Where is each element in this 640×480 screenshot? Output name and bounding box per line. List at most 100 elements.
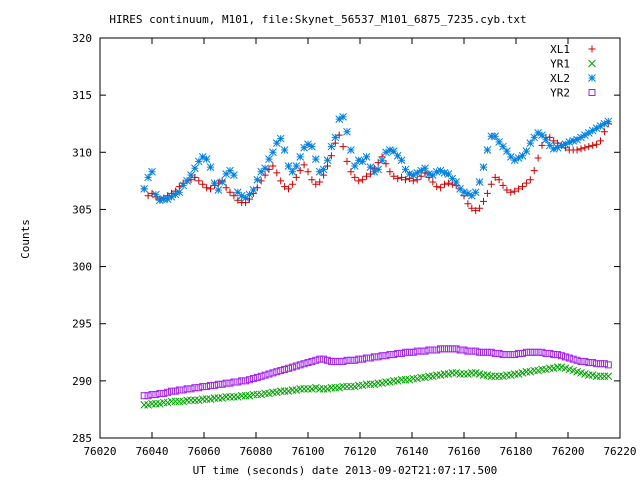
xl2-point bbox=[565, 138, 574, 146]
yr2-point bbox=[331, 357, 339, 365]
yr1-point bbox=[249, 390, 258, 399]
xl1-point bbox=[261, 171, 269, 179]
xl1-point bbox=[335, 131, 343, 139]
legend-label-xl2: XL2 bbox=[550, 72, 570, 85]
xl2-point bbox=[553, 143, 562, 152]
yr2-point bbox=[335, 357, 343, 365]
xl1-point bbox=[222, 184, 230, 192]
y-tick-label: 290 bbox=[72, 375, 92, 388]
yr2-point bbox=[140, 392, 148, 400]
xl2-point bbox=[214, 186, 223, 194]
xl1-point bbox=[339, 143, 347, 151]
xl2-point bbox=[393, 151, 402, 160]
yr2-point bbox=[179, 386, 187, 394]
xl2-point bbox=[194, 157, 203, 166]
xl2-point bbox=[327, 142, 336, 151]
yr1-point bbox=[467, 369, 476, 377]
yr2-point bbox=[343, 356, 351, 364]
xl2-point bbox=[592, 124, 601, 133]
yr1-point bbox=[538, 365, 546, 374]
xl1-point bbox=[495, 176, 503, 184]
xl1-point bbox=[437, 184, 445, 192]
yr2-point bbox=[316, 355, 324, 363]
xl2-point bbox=[467, 191, 476, 200]
xl2-point bbox=[503, 147, 511, 155]
x-tick-label: 76020 bbox=[83, 445, 116, 458]
xl2-point bbox=[280, 146, 289, 154]
yr2-point bbox=[238, 377, 246, 385]
yr1-point bbox=[389, 377, 398, 385]
xl2-point bbox=[413, 169, 422, 177]
yr1-point bbox=[460, 370, 468, 378]
xl2-point bbox=[452, 178, 461, 186]
xl2-point bbox=[144, 173, 152, 182]
yr1-point bbox=[300, 385, 308, 393]
yr1-point bbox=[425, 372, 433, 381]
yr1-point bbox=[159, 398, 168, 407]
yr2-point bbox=[472, 347, 480, 355]
xl2-point bbox=[155, 196, 164, 205]
yr2-point bbox=[300, 360, 308, 368]
yr2-point bbox=[581, 357, 589, 365]
yr2-point bbox=[585, 359, 593, 367]
xl2-point bbox=[542, 135, 550, 144]
xl2-point bbox=[249, 186, 258, 194]
xl1-point bbox=[491, 173, 499, 181]
yr2-point bbox=[261, 371, 269, 379]
yr2-point bbox=[324, 356, 331, 364]
y-tick-label: 295 bbox=[72, 318, 92, 331]
xl2-point bbox=[171, 190, 180, 199]
yr2-point bbox=[222, 379, 230, 387]
yr2-point bbox=[394, 349, 402, 357]
xl2-point bbox=[386, 146, 394, 154]
xl1-point bbox=[441, 180, 448, 188]
xl1-point bbox=[390, 172, 398, 180]
yr2-point bbox=[288, 363, 296, 371]
xl2-point bbox=[460, 188, 468, 197]
yr2-point bbox=[487, 348, 495, 356]
xl1-point bbox=[386, 168, 394, 176]
xl2-point bbox=[464, 189, 472, 198]
yr2-point bbox=[499, 351, 507, 359]
xl2-point bbox=[311, 155, 320, 163]
yr2-point bbox=[522, 348, 530, 356]
yr2-point bbox=[253, 373, 261, 381]
xl1-point bbox=[472, 207, 480, 215]
yr1-point bbox=[401, 375, 410, 384]
xl1-point bbox=[522, 179, 530, 187]
xl2-point bbox=[561, 140, 570, 149]
xl2-point bbox=[167, 193, 176, 201]
xl2-point bbox=[191, 164, 199, 173]
xl2-point bbox=[350, 162, 359, 170]
xl2-point bbox=[183, 177, 191, 185]
xl2-point bbox=[366, 163, 375, 171]
legend-marker-xl2 bbox=[588, 74, 596, 82]
xl2-point bbox=[432, 167, 441, 176]
xl1-point bbox=[288, 180, 296, 188]
x-tick-label: 76060 bbox=[187, 445, 220, 458]
yr2-point bbox=[144, 392, 152, 400]
xl2-point bbox=[159, 195, 168, 203]
yr2-point bbox=[355, 355, 363, 363]
yr2-point bbox=[593, 360, 601, 368]
xl1-point bbox=[476, 204, 484, 212]
yr2-point bbox=[156, 389, 164, 397]
yr2-point bbox=[515, 349, 523, 357]
yr2-point bbox=[604, 361, 612, 369]
yr1-point bbox=[315, 385, 324, 393]
yr2-point bbox=[363, 354, 370, 362]
yr1-point bbox=[280, 387, 289, 395]
xl2-point bbox=[358, 157, 367, 166]
x-axis-label: UT time (seconds) date 2013-09-02T21:07:… bbox=[193, 464, 498, 477]
yr2-point bbox=[199, 383, 207, 391]
xl2-point bbox=[175, 188, 184, 197]
yr2-point bbox=[312, 356, 320, 364]
xl1-point bbox=[191, 173, 199, 181]
xl2-point bbox=[308, 142, 316, 151]
xl2-point bbox=[339, 113, 347, 121]
yr2-point bbox=[382, 352, 390, 360]
yr1-point bbox=[171, 397, 180, 406]
yr2-point bbox=[234, 378, 242, 386]
yr1-point bbox=[241, 391, 250, 400]
xl2-point bbox=[198, 153, 207, 161]
